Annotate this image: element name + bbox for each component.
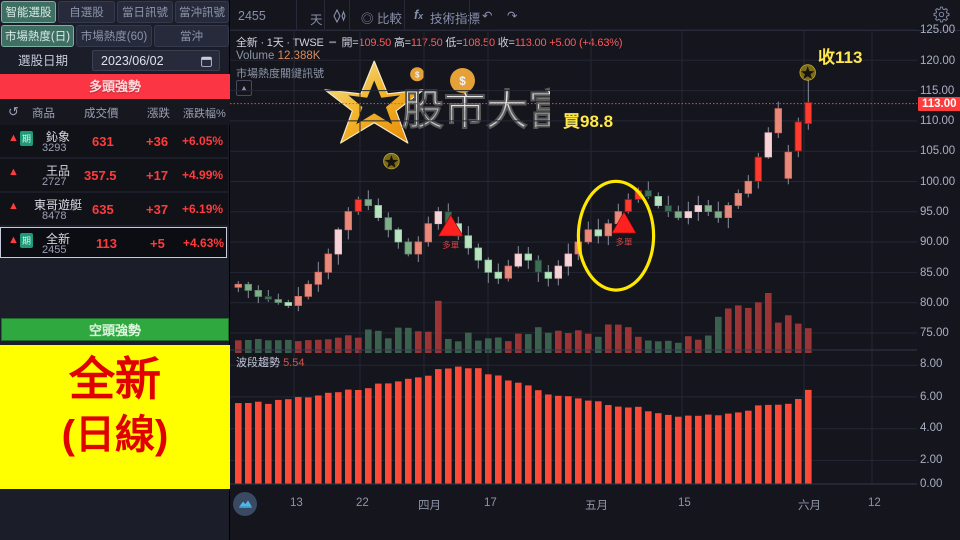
svg-text:多單: 多單 (615, 237, 633, 247)
svg-text:多單: 多單 (442, 240, 460, 250)
svg-text:收113: 收113 (818, 47, 862, 67)
svg-text:買98.8: 買98.8 (563, 112, 613, 131)
